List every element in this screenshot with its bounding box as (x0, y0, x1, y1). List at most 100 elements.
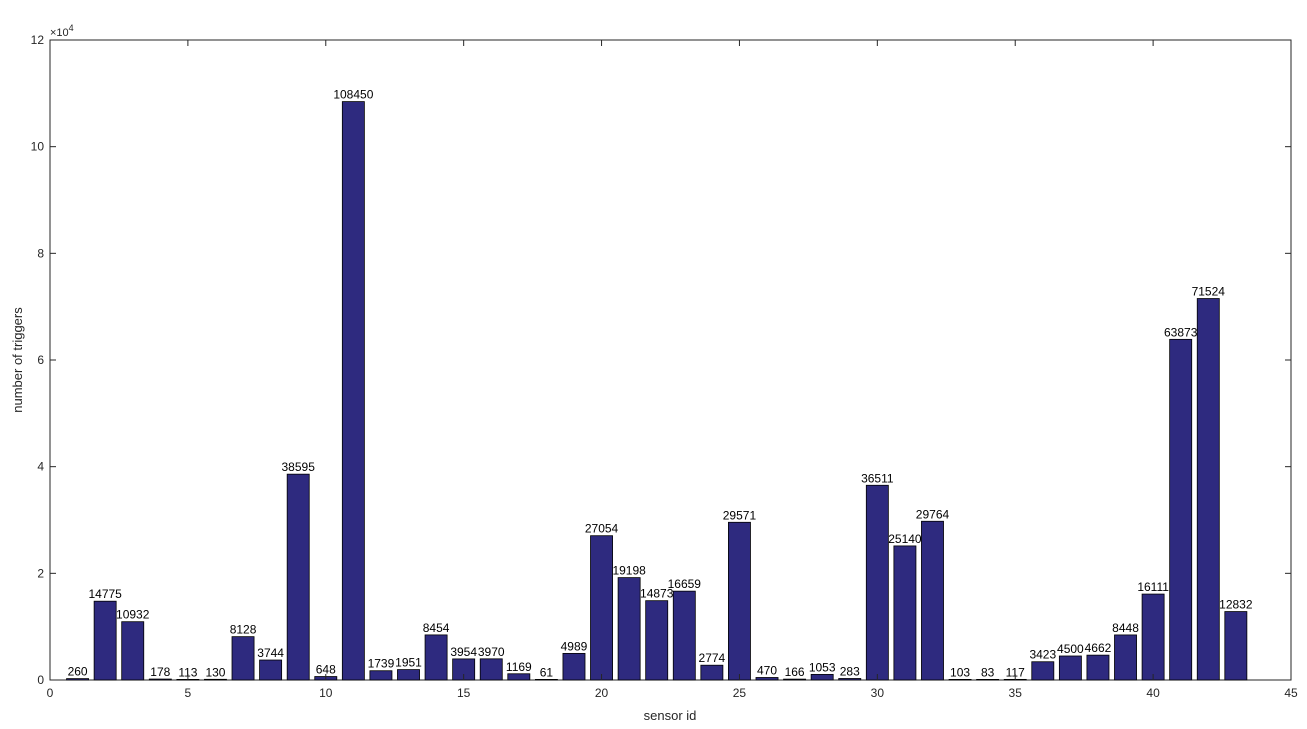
bar-sensor-8 (259, 659, 283, 681)
bar-sensor-28 (810, 673, 834, 681)
data-label-sensor-31: 25140 (888, 532, 922, 546)
bar-sensor-16 (479, 658, 503, 681)
data-label-sensor-32: 29764 (916, 507, 950, 521)
bar-sensor-4 (148, 678, 172, 681)
x-tick-label: 0 (47, 686, 54, 700)
data-label-sensor-17: 1169 (506, 660, 532, 674)
x-tick-label: 25 (733, 686, 747, 700)
bar-sensor-9 (286, 473, 310, 681)
data-label-sensor-42: 71524 (1192, 285, 1226, 299)
data-label-sensor-14: 8454 (423, 621, 450, 635)
bar-sensor-7 (231, 636, 255, 681)
data-label-sensor-4: 178 (150, 665, 170, 679)
bar-sensor-42 (1196, 298, 1220, 681)
bar-sensor-17 (507, 673, 531, 681)
bar-sensor-38 (1086, 654, 1110, 681)
x-tick-label: 45 (1284, 686, 1298, 700)
data-label-sensor-30: 36511 (861, 471, 894, 485)
bar-sensor-39 (1114, 634, 1137, 681)
x-axis-title: sensor id (644, 708, 697, 723)
data-label-sensor-22: 14873 (640, 587, 674, 601)
x-axis: 0 5 10 15 20 25 30 35 40 45 (47, 40, 1298, 700)
data-label-sensor-10: 648 (316, 663, 336, 677)
y-tick-label: 2 (37, 566, 44, 580)
bar-sensor-11 (341, 101, 365, 681)
data-label-sensor-8: 3744 (257, 646, 284, 660)
data-label-sensor-24: 2774 (699, 651, 726, 665)
data-label-sensor-37: 4500 (1057, 642, 1084, 656)
data-label-sensor-15: 3954 (450, 645, 477, 659)
data-label-sensor-12: 1739 (368, 657, 395, 671)
bar-sensor-18 (534, 679, 558, 681)
data-label-sensor-26: 470 (757, 663, 777, 677)
data-label-sensor-33: 103 (950, 665, 970, 679)
bar-sensor-3 (121, 621, 145, 681)
data-label-sensor-23: 16659 (668, 577, 702, 591)
data-label-sensor-25: 29571 (723, 508, 757, 522)
data-label-sensor-41: 63873 (1164, 325, 1198, 339)
x-tick-label: 40 (1146, 686, 1160, 700)
y-tick-label: 6 (37, 353, 44, 367)
y-exponent-power: 4 (69, 23, 74, 33)
data-label-sensor-38: 4662 (1085, 641, 1112, 655)
y-tick-label: 12 (31, 33, 45, 47)
bar-sensor-27 (783, 678, 807, 681)
x-tick-label: 15 (457, 686, 471, 700)
bar-sensor-26 (755, 677, 779, 681)
data-label-sensor-9: 38595 (282, 460, 316, 474)
bar-sensor-32 (921, 520, 944, 681)
data-label-sensor-21: 19198 (612, 564, 646, 578)
data-label-sensor-6: 130 (205, 665, 225, 679)
bar-sensor-19 (562, 652, 586, 681)
x-tick-label: 5 (185, 686, 192, 700)
y-tick-label: 10 (31, 140, 45, 154)
y-tick-label: 4 (37, 460, 44, 474)
bar-sensor-29 (838, 678, 862, 681)
data-label-sensor-20: 27054 (585, 522, 619, 536)
x-tick-label: 20 (595, 686, 609, 700)
data-label-sensor-34: 83 (981, 665, 995, 679)
y-exponent-label: ×104 (50, 23, 74, 39)
bar-sensor-34 (976, 679, 1000, 681)
data-label-sensor-19: 4989 (561, 639, 588, 653)
data-label-sensor-2: 14775 (88, 587, 122, 601)
data-label-sensor-7: 8128 (230, 623, 257, 637)
bar-sensor-31 (893, 545, 917, 681)
data-label-sensor-3: 10932 (116, 608, 150, 622)
data-label-sensor-29: 283 (840, 664, 860, 678)
bar-sensor-37 (1058, 655, 1082, 681)
bar-sensor-23 (672, 590, 696, 681)
bar-sensor-40 (1141, 593, 1165, 681)
data-label-sensor-27: 166 (785, 665, 805, 679)
plot-area (49, 39, 1292, 681)
data-label-sensor-16: 3970 (478, 645, 505, 659)
bar-sensor-25 (728, 521, 751, 681)
y-axis: 0 2 4 6 8 10 12 (31, 33, 1291, 687)
y-tick-label: 8 (37, 246, 44, 260)
x-tick-label: 30 (871, 686, 885, 700)
y-tick-label: 0 (37, 673, 44, 687)
bar-sensor-36 (1031, 661, 1055, 681)
data-label-sensor-5: 113 (178, 665, 197, 679)
bar-sensor-33 (948, 679, 972, 681)
x-tick-label: 10 (319, 686, 333, 700)
x-tick-label: 35 (1009, 686, 1023, 700)
bar-sensor-14 (424, 634, 448, 681)
data-label-sensor-18: 61 (540, 665, 554, 679)
bar-sensor-2 (93, 600, 117, 681)
data-label-sensor-43: 12832 (1219, 598, 1253, 612)
bar-sensor-12 (369, 670, 393, 681)
data-label-sensor-39: 8448 (1112, 621, 1139, 635)
bar-sensor-13 (397, 669, 420, 681)
bar-sensor-22 (645, 600, 669, 681)
bar-sensor-30 (865, 484, 889, 681)
bar-sensor-1 (66, 678, 90, 681)
bar-sensor-21 (617, 577, 641, 681)
data-label-sensor-1: 260 (68, 665, 88, 679)
data-label-sensor-40: 16111 (1137, 580, 1169, 594)
bars-group (66, 101, 1248, 681)
bar-sensor-43 (1224, 611, 1248, 681)
bar-sensor-20 (590, 535, 613, 681)
data-label-sensor-36: 3423 (1029, 648, 1056, 662)
